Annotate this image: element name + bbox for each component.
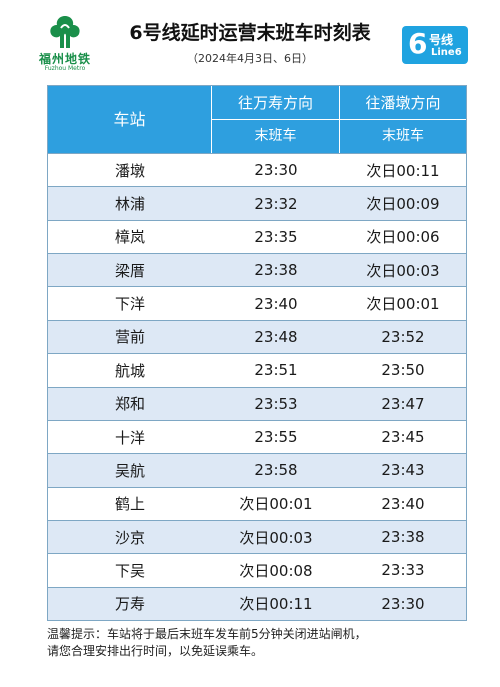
line-badge: 6 号线 Line6: [402, 26, 468, 64]
time-pandun-cell: 23:50: [381, 361, 425, 380]
time-wanshou-cell: 次日00:08: [239, 561, 313, 580]
time-wanshou-cell: 23:35: [254, 227, 298, 246]
table-row: 万寿 次日00:11 23:30: [48, 586, 466, 621]
station-cell: 下吴: [114, 561, 145, 580]
time-wanshou-cell: 23:30: [254, 161, 298, 180]
station-cell: 营前: [114, 328, 145, 347]
time-pandun-cell: 次日00:09: [366, 195, 440, 214]
table-row: 沙京 次日00:03 23:38: [48, 519, 466, 554]
logo-text-en: Fuzhou Metro: [44, 65, 86, 72]
time-pandun-cell: 23:45: [381, 428, 425, 447]
timetable-header: 车站 往万寿方向 往潘墩方向 末班车 末班车: [48, 86, 466, 153]
time-pandun-cell: 23:47: [381, 394, 425, 413]
time-pandun-cell: 23:38: [381, 528, 425, 547]
tip-line-2: 请您合理安排出行时间，以免延误乘车。: [47, 644, 264, 658]
station-cell: 樟岚: [114, 228, 145, 247]
time-pandun-cell: 23:52: [381, 327, 425, 346]
station-cell: 林浦: [114, 195, 145, 214]
table-row: 营前 23:48 23:52: [48, 319, 466, 354]
time-wanshou-cell: 次日00:11: [239, 595, 313, 614]
station-cell: 潘墩: [114, 161, 145, 180]
time-pandun-cell: 次日00:06: [366, 228, 440, 247]
time-pandun-cell: 23:30: [381, 594, 425, 613]
timetable-body: 潘墩 23:30 次日00:11 林浦 23:32 次日00:09 樟岚 23:35 次日00:…: [48, 153, 466, 621]
page-subtitle: （2024年4月3日、6日）: [187, 52, 313, 65]
time-pandun-cell: 次日00:03: [366, 261, 440, 280]
station-cell: 沙京: [114, 528, 145, 547]
line-badge-number: 6: [408, 27, 428, 60]
table-row: 吴航 23:58 23:43: [48, 453, 466, 487]
line-badge-en: Line6: [431, 47, 462, 58]
table-row: 樟岚 23:35 次日00:06: [48, 219, 466, 254]
time-wanshou-cell: 23:53: [254, 394, 298, 413]
timetable: 车站 往万寿方向 往潘墩方向 末班车 末班车 潘墩 23:30 次日00:11 林浦 2…: [47, 85, 467, 622]
header-station: 车站: [48, 86, 212, 153]
header-last-train-1: 末班车: [212, 120, 340, 153]
tip-note: 温馨提示：车站将于最后末班车发车前5分钟关闭进站闸机， 请您合理安排出行时间，以…: [47, 626, 467, 660]
station-cell: 郑和: [114, 395, 145, 414]
time-pandun-cell: 次日00:01: [366, 295, 440, 314]
time-wanshou-cell: 23:55: [254, 428, 298, 447]
table-row: 郑和 23:53 23:47: [48, 386, 466, 420]
station-cell: 吴航: [114, 461, 145, 480]
time-pandun-cell: 次日00:11: [366, 161, 440, 180]
line-badge-cn: 号线: [429, 33, 454, 47]
station-cell: 十洋: [114, 428, 145, 447]
table-row: 鹤上 次日00:01 23:40: [48, 486, 466, 520]
time-wanshou-cell: 23:51: [254, 361, 298, 380]
tip-line-1: 温馨提示：车站将于最后末班车发车前5分钟关闭进站闸机，: [47, 627, 367, 641]
time-wanshou-cell: 23:38: [254, 261, 298, 280]
station-cell: 梁厝: [114, 261, 145, 280]
header-last-train-2: 末班车: [382, 128, 424, 144]
logo-text-cn: 福州地铁: [38, 52, 91, 66]
time-pandun-cell: 23:43: [381, 461, 425, 480]
time-wanshou-cell: 次日00:01: [239, 495, 313, 514]
table-row: 潘墩 23:30 次日00:11: [48, 153, 466, 187]
station-cell: 万寿: [114, 595, 145, 614]
station-cell: 航城: [114, 361, 145, 380]
time-pandun-cell: 23:33: [381, 561, 425, 580]
header-direction-pandun: 往潘墩方向: [340, 86, 466, 120]
station-cell: 鹤上: [114, 495, 145, 514]
time-wanshou-cell: 23:40: [254, 294, 298, 313]
table-row: 十洋 23:55 23:45: [48, 419, 466, 454]
table-row: 林浦 23:32 次日00:09: [48, 186, 466, 220]
table-row: 下吴 次日00:08 23:33: [48, 553, 466, 587]
time-wanshou-cell: 次日00:03: [239, 528, 313, 547]
metro-logo: 福州地铁 Fuzhou Metro: [30, 14, 100, 76]
time-pandun-cell: 23:40: [381, 494, 425, 513]
table-row: 航城 23:51 23:50: [48, 353, 466, 387]
table-row: 梁厝 23:38 次日00:03: [48, 253, 466, 287]
time-wanshou-cell: 23:32: [254, 194, 298, 213]
page-title: 6号线延时运营末班车时刻表: [129, 22, 371, 44]
time-wanshou-cell: 23:48: [254, 327, 298, 346]
station-cell: 下洋: [114, 295, 145, 314]
metro-logo-icon: [50, 16, 80, 48]
header-direction-wanshou: 往万寿方向: [212, 86, 340, 120]
table-row: 下洋 23:40 次日00:01: [48, 286, 466, 320]
time-wanshou-cell: 23:58: [254, 461, 298, 480]
